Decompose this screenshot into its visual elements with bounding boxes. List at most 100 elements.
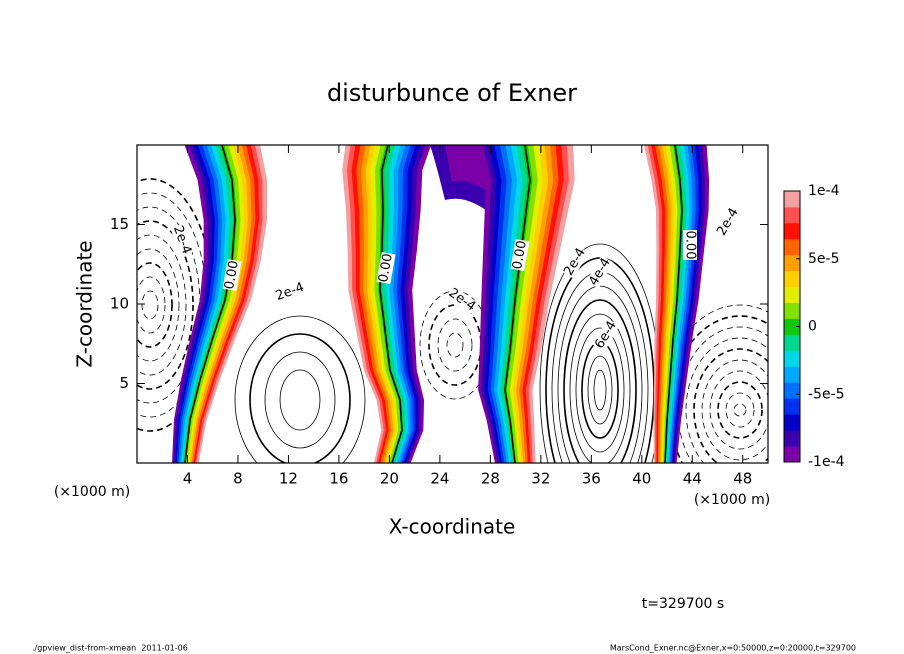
contour-label-bg — [170, 223, 194, 257]
colorbar-cell — [784, 446, 800, 463]
colorbar-cell — [784, 350, 800, 367]
colorbar-cell — [784, 238, 800, 256]
colorbar-cell — [784, 254, 800, 272]
x-tick-label: 20 — [380, 470, 399, 488]
color-band — [196, 145, 268, 463]
colorbar-cell — [784, 222, 800, 240]
contour-line — [137, 220, 194, 390]
contour-line — [575, 327, 625, 453]
colorbar-cell — [784, 302, 800, 319]
color-band — [407, 145, 432, 463]
color-band — [173, 145, 212, 463]
contour-line — [137, 262, 173, 348]
colorbar-cell — [784, 318, 800, 335]
contour-line — [137, 234, 187, 376]
contour-label: 0.00 — [510, 239, 530, 270]
footer-right: MarsCond_Exner.nc@Exner,x=0:50000,z=0:20… — [610, 644, 856, 653]
color-band — [370, 145, 399, 463]
colorbar-tick-label: 0 — [808, 319, 817, 335]
color-band — [360, 145, 395, 463]
color-band — [519, 145, 560, 463]
contour-line — [709, 370, 768, 450]
color-band — [381, 145, 407, 463]
color-band — [400, 145, 422, 463]
color-band — [665, 145, 688, 463]
contour-line — [437, 318, 473, 372]
color-band — [660, 145, 675, 463]
colorbar-cell — [784, 414, 800, 431]
y-tick-label: 15 — [110, 215, 129, 233]
color-band — [666, 145, 691, 463]
contour-line — [701, 359, 768, 461]
contour-line — [569, 313, 631, 463]
zero-contour — [379, 145, 403, 463]
color-band — [185, 145, 242, 463]
color-band — [528, 145, 575, 463]
y-tick-label: 10 — [110, 295, 129, 313]
color-band — [176, 145, 219, 463]
contour-label-bg — [586, 255, 614, 289]
contour-label-bg — [683, 230, 697, 260]
contour-label-bg — [273, 280, 307, 304]
x-tick-label: 48 — [733, 470, 752, 488]
colorbar-cell — [784, 398, 800, 415]
contour-line — [428, 304, 482, 386]
color-band — [191, 145, 256, 463]
colorbar-tick-label: 5e-5 — [808, 251, 839, 267]
y-tick-label: 5 — [119, 374, 129, 392]
contour-label-bg — [445, 285, 479, 315]
zero-contour — [664, 145, 683, 463]
color-band — [658, 145, 672, 463]
contour-line — [725, 392, 755, 428]
colorbar-cell — [784, 270, 800, 288]
color-band — [184, 145, 238, 463]
x-tick-label: 4 — [183, 470, 193, 488]
color-band — [396, 145, 417, 463]
color-band — [663, 145, 682, 463]
colorbar-cell — [784, 382, 800, 399]
color-band — [516, 145, 554, 463]
color-band — [193, 145, 260, 463]
x-unit: (×1000 m) — [694, 492, 770, 508]
contour-line — [677, 326, 768, 463]
color-band — [670, 145, 700, 463]
color-band — [190, 145, 253, 463]
contour-line — [234, 315, 366, 463]
color-band — [493, 145, 518, 463]
colorbar-tick-label: -5e-5 — [808, 386, 845, 402]
color-band — [509, 145, 544, 463]
x-tick-label: 12 — [279, 470, 298, 488]
y-axis-label: Z-coordinate — [73, 240, 97, 367]
color-band — [647, 145, 663, 463]
color-band — [522, 145, 565, 463]
color-band — [351, 145, 390, 463]
x-tick-label: 8 — [233, 470, 243, 488]
color-band — [404, 145, 427, 463]
contour-line — [593, 369, 607, 411]
color-band — [490, 145, 513, 463]
zero-contour — [184, 145, 236, 463]
contour-line — [587, 355, 613, 425]
color-band — [525, 145, 570, 463]
color-band — [500, 145, 529, 463]
color-band — [484, 145, 503, 463]
contour-label: 2e-4 — [446, 285, 479, 314]
color-band — [342, 145, 385, 463]
color-band — [389, 145, 412, 463]
contour-line — [661, 304, 768, 463]
color-band — [178, 145, 223, 463]
chart-title: disturbunce of Exner — [327, 79, 577, 107]
x-tick-label: 32 — [531, 470, 550, 488]
color-band — [365, 145, 397, 463]
color-band — [346, 145, 387, 463]
contour-line — [733, 403, 747, 417]
contour-label: 0.00 — [376, 252, 396, 283]
color-band — [194, 145, 264, 463]
color-band — [175, 145, 216, 463]
contour-line — [446, 332, 464, 358]
color-band — [503, 145, 534, 463]
contour-line — [137, 248, 180, 362]
time-label: t=329700 s — [642, 596, 724, 612]
color-band — [481, 145, 501, 463]
